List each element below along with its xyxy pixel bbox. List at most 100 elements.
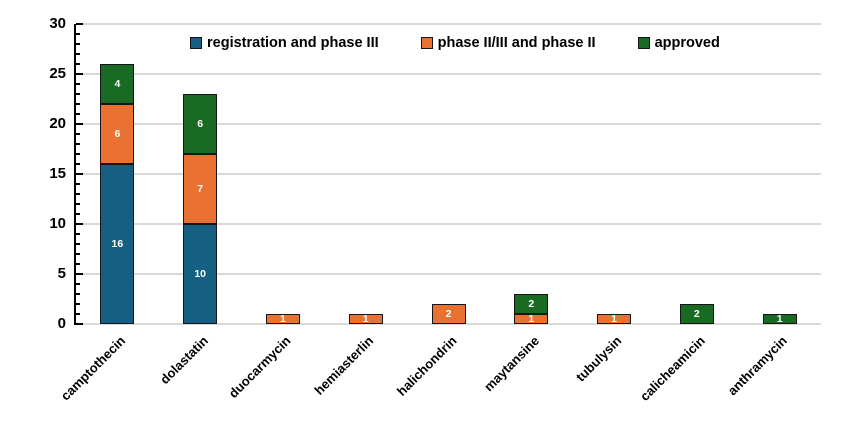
legend-item-approved: approved: [637, 35, 720, 51]
segment-duocarmycin-phase-ii-iii-and-phase-ii: 1: [265, 312, 300, 325]
bar-tubulysin: 1: [597, 314, 632, 324]
legend-swatch-icon: [637, 37, 650, 50]
segment-value-label: 6: [197, 117, 204, 130]
gridline-y-5: [76, 273, 821, 275]
x-label-dolastatin: dolastatin: [156, 333, 211, 388]
segment-calicheamicin-approved: 2: [679, 304, 714, 324]
y-tick-label-10: 10: [49, 214, 66, 232]
minor-tick-27: [76, 53, 80, 55]
minor-tick-8: [76, 243, 80, 245]
segment-tubulysin-phase-ii-iii-and-phase-ii: 1: [597, 314, 632, 324]
segment-value-label: 1: [776, 312, 783, 325]
segment-value-label: 10: [194, 267, 206, 280]
segment-dolastatin-registration-and-phase-iii: 10: [183, 224, 218, 324]
major-tick-15: [76, 173, 83, 175]
bar-duocarmycin: 1: [265, 312, 300, 325]
segment-camptothecin-approved: 4: [100, 64, 135, 104]
segment-value-label: 2: [528, 297, 535, 310]
minor-tick-7: [76, 253, 80, 255]
legend-item-registration-and-phase-iii: registration and phase III: [190, 36, 379, 51]
minor-tick-3: [76, 293, 80, 295]
y-tick-label-25: 25: [49, 64, 66, 82]
x-label-tubulysin: tubulysin: [573, 333, 625, 385]
x-label-calicheamicin: calicheamicin: [636, 333, 708, 404]
minor-tick-17: [76, 153, 80, 155]
segment-value-label: 6: [114, 127, 121, 140]
y-tick-label-5: 5: [57, 264, 66, 282]
minor-tick-12: [76, 203, 80, 205]
bar-halichondrin: 2: [431, 304, 466, 324]
y-axis-line: [74, 24, 76, 325]
major-tick-5: [76, 273, 83, 275]
bar-anthramycin: 1: [762, 312, 797, 325]
segment-value-label: 2: [693, 307, 700, 320]
minor-tick-23: [76, 93, 80, 95]
gridline-y-20: [76, 123, 821, 125]
major-tick-0: [76, 323, 83, 325]
minor-tick-14: [76, 183, 80, 185]
segment-value-label: 1: [280, 312, 286, 325]
segment-dolastatin-phase-ii-iii-and-phase-ii: 7: [183, 154, 218, 224]
segment-hemiasterlin-phase-ii-iii-and-phase-ii: 1: [348, 312, 383, 325]
segment-value-label: 4: [114, 77, 121, 90]
segment-camptothecin-registration-and-phase-iii: 16: [100, 164, 135, 324]
minor-tick-24: [76, 83, 80, 85]
legend-item-phase-ii-iii-and-phase-ii: phase II/III and phase II: [420, 35, 596, 51]
major-tick-25: [76, 73, 83, 75]
segment-value-label: 7: [197, 182, 204, 195]
minor-tick-22: [76, 103, 80, 105]
minor-tick-13: [76, 193, 80, 195]
segment-value-label: 16: [111, 237, 124, 250]
y-tick-label-30: 30: [49, 14, 66, 32]
segment-maytansine-phase-ii-iii-and-phase-ii: 1: [514, 312, 549, 325]
legend-swatch-icon: [420, 37, 433, 50]
minor-tick-16: [76, 163, 80, 165]
legend-swatch-icon: [190, 37, 202, 50]
segment-value-label: 1: [528, 312, 535, 325]
legend-label: registration and phase III: [207, 35, 379, 51]
legend-label: approved: [654, 35, 720, 51]
gridline-y-10: [76, 223, 821, 225]
segment-value-label: 1: [362, 312, 369, 325]
y-tick-label-20: 20: [49, 114, 66, 132]
y-tick-label-0: 0: [57, 314, 66, 332]
x-label-maytansine: maytansine: [480, 333, 542, 395]
minor-tick-28: [76, 43, 80, 45]
gridline-y-30: [76, 23, 821, 25]
x-label-anthramycin: anthramycin: [724, 333, 791, 399]
segment-maytansine-approved: 2: [514, 294, 549, 314]
minor-tick-29: [76, 33, 80, 35]
minor-tick-1: [76, 313, 80, 315]
major-tick-10: [76, 223, 83, 225]
minor-tick-4: [76, 283, 80, 285]
segment-anthramycin-approved: 1: [762, 312, 797, 325]
minor-tick-11: [76, 213, 80, 215]
legend: registration and phase III phase II/III a…: [190, 36, 720, 51]
bar-dolastatin: 10 7 6: [183, 94, 218, 324]
bar-hemiasterlin: 1: [348, 312, 383, 325]
minor-tick-18: [76, 143, 80, 145]
bar-camptothecin: 16 6 4: [100, 64, 135, 324]
major-tick-30: [76, 23, 83, 25]
gridline-y-25: [76, 73, 821, 75]
minor-tick-9: [76, 233, 80, 235]
segment-halichondrin-phase-ii-iii-and-phase-ii: 2: [431, 304, 466, 324]
x-label-camptothecin: camptothecin: [57, 333, 128, 404]
segment-dolastatin-approved: 6: [183, 94, 218, 154]
segment-camptothecin-phase-ii-iii-and-phase-ii: 6: [100, 104, 135, 164]
minor-tick-6: [76, 263, 80, 265]
x-label-halichondrin: halichondrin: [393, 333, 460, 399]
legend-label: phase II/III and phase II: [437, 35, 596, 51]
segment-value-label: 2: [445, 307, 452, 320]
gridline-y-0: [76, 323, 821, 325]
x-label-duocarmycin: duocarmycin: [225, 333, 294, 401]
gridline-y-15: [76, 173, 821, 175]
minor-tick-19: [76, 133, 80, 135]
minor-tick-2: [76, 303, 80, 305]
y-tick-label-15: 15: [49, 164, 66, 182]
x-label-hemiasterlin: hemiasterlin: [311, 333, 377, 398]
minor-tick-26: [76, 63, 80, 65]
bar-calicheamicin: 2: [679, 304, 714, 324]
